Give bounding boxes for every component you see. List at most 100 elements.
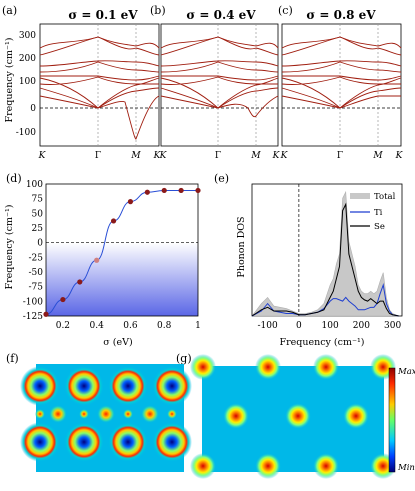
panel-a-title: σ = 0.1 eV: [68, 8, 138, 22]
d-y-tick: -125: [23, 312, 43, 322]
legend-label-total: Total: [374, 192, 396, 202]
density-blob: [64, 422, 104, 462]
panel-label-e: (e): [214, 172, 229, 185]
density-blob: [49, 405, 67, 423]
data-point: [195, 187, 201, 194]
density-blob: [167, 409, 177, 419]
phonon-panel-b: σ = 0.4 eV K Γ M K: [159, 8, 281, 161]
e-x-tick: 100: [322, 321, 339, 331]
kpoint-label: K: [153, 151, 162, 161]
legend-swatch-total: [350, 193, 370, 199]
data-point: [144, 189, 150, 195]
kpoint-label: K: [280, 151, 289, 161]
density-blob: [152, 422, 192, 462]
e-x-tick: 300: [384, 321, 401, 331]
band-lines-c: [281, 36, 402, 109]
series-ti-line: [251, 283, 399, 317]
panel-label-g: (g): [176, 352, 192, 365]
d-x-tick: 0.8: [157, 321, 172, 331]
d-y-axis-label: Frequency (cm⁻¹): [4, 205, 15, 290]
phonon-y-tick: 100: [19, 77, 36, 87]
e-x-tick: -100: [258, 321, 278, 331]
e-x-axis-label: Frequency (cm⁻¹): [280, 337, 365, 348]
negative-region-shading: [46, 242, 198, 316]
kpoint-label: K: [272, 151, 281, 161]
density-blob: [343, 403, 369, 429]
density-blob: [123, 409, 133, 419]
kpoint-label: K: [159, 151, 168, 161]
d-x-tick: 0.4: [90, 321, 105, 331]
phonon-y-tick: 200: [19, 54, 36, 64]
density-blob: [79, 409, 89, 419]
chart-frame: [45, 183, 199, 317]
density-blob: [190, 354, 216, 380]
kpoint-label: Γ: [337, 151, 343, 161]
d-y-tick: -75: [29, 283, 44, 293]
phonon-y-tick: 300: [19, 31, 36, 41]
density-blob: [255, 354, 281, 380]
data-point: [127, 199, 134, 205]
colorbar-max-label: Max: [397, 367, 415, 377]
density-blob: [108, 422, 148, 462]
density-blob: [285, 403, 311, 429]
charge-density-map-g: [190, 354, 396, 479]
d-y-tick: 100: [26, 180, 43, 190]
data-point: [43, 311, 49, 317]
phonon-y-tick: 0: [30, 104, 36, 114]
e-x-tick: 0: [296, 321, 302, 331]
series-line: [45, 189, 198, 315]
band-lines-a: [39, 36, 160, 140]
density-blob: [313, 354, 339, 380]
density-blob: [64, 366, 104, 406]
density-blob: [97, 405, 115, 423]
e-y-axis-label: Phonon DOS: [236, 216, 247, 277]
data-point: [77, 279, 83, 285]
panel-label-a: (a): [2, 4, 17, 17]
density-blob: [141, 405, 159, 423]
series-se-line: [251, 202, 399, 317]
density-blob: [223, 403, 249, 429]
colorbar: Max Min: [388, 367, 415, 473]
density-blob: [20, 422, 60, 462]
legend: Total Ti Se: [350, 192, 396, 232]
d-y-tick: 75: [32, 195, 44, 205]
kpoint-label: Γ: [95, 151, 101, 161]
kpoint-label: M: [130, 151, 141, 161]
charge-density-map-f: [20, 364, 192, 472]
density-blob: [313, 453, 339, 479]
d-y-tick: -100: [23, 297, 43, 307]
phonon-dos-chart: -100 0 100 200 300 Phonon DOS Frequency (cm⁻…: [236, 183, 403, 348]
panel-b-title: σ = 0.4 eV: [186, 8, 256, 22]
kpoint-label: M: [250, 151, 261, 161]
phonon-y-tick: -100: [16, 128, 36, 138]
data-point: [178, 187, 184, 194]
e-x-tick: 200: [353, 321, 370, 331]
d-y-tick: 25: [32, 224, 44, 234]
density-blob: [255, 453, 281, 479]
density-blob: [108, 366, 148, 406]
phonon-panel-c: σ = 0.8 eV K Γ M K: [280, 8, 404, 161]
phonon-y-axis-label: Frequency (cm⁻¹): [4, 38, 15, 123]
kpoint-label: K: [38, 151, 47, 161]
data-point: [110, 218, 117, 224]
d-y-tick: -50: [29, 268, 44, 278]
d-y-tick: 0: [37, 239, 43, 249]
d-x-tick: 0.2: [56, 321, 70, 331]
panel-label-d: (d): [6, 172, 22, 185]
sigma-frequency-chart: 100 75 50 25 0 -25 -50 -75 -100 -125 0.2 0.4 0.6 0.8…: [4, 180, 201, 348]
density-blob: [190, 453, 216, 479]
data-point: [94, 257, 100, 263]
colorbar-min-label: Min: [397, 463, 415, 473]
band-lines-b: [160, 36, 279, 118]
density-blob: [20, 366, 60, 406]
density-blob: [152, 366, 192, 406]
legend-label-ti: Ti: [374, 208, 383, 218]
d-x-axis-label: σ (eV): [103, 337, 132, 348]
phonon-panel-a: σ = 0.1 eV K Γ M K: [38, 8, 162, 161]
kpoint-label: M: [372, 151, 383, 161]
legend-label-se: Se: [374, 222, 385, 232]
data-point: [161, 187, 167, 194]
data-point: [60, 296, 66, 303]
d-y-tick: 50: [32, 209, 44, 219]
d-x-tick: 1: [195, 321, 201, 331]
